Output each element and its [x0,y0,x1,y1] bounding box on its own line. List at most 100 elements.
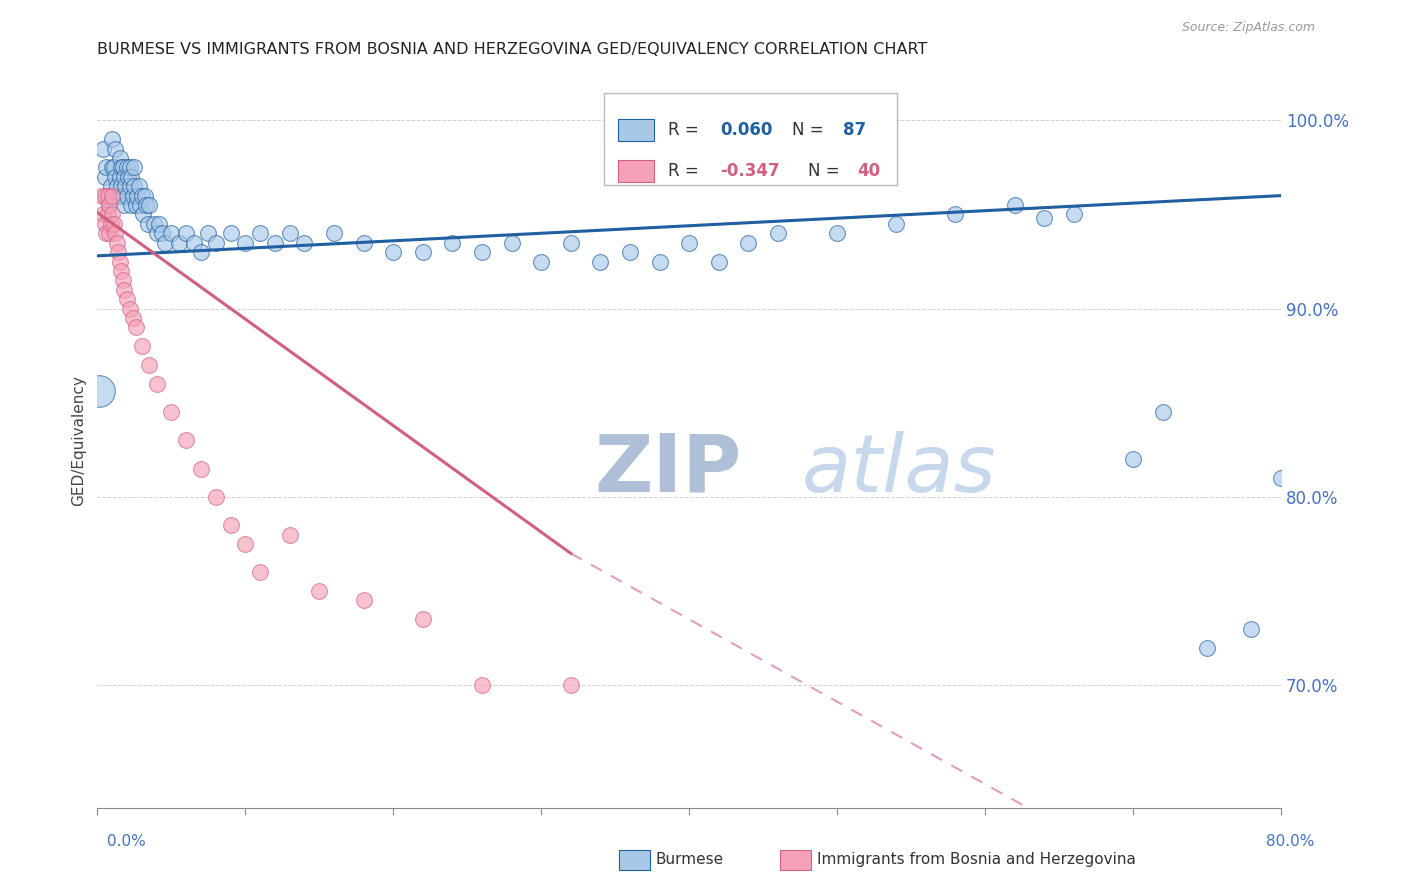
Point [1063,207,1085,221]
Point [264,235,287,250]
Point [190,461,212,475]
Point [94,169,117,184]
Point [131,339,153,353]
Point [96,227,118,241]
FancyBboxPatch shape [619,119,654,141]
Point [945,207,967,221]
FancyBboxPatch shape [619,160,654,182]
Text: BURMESE VS IMMIGRANTS FROM BOSNIA AND HERZEGOVINA GED/EQUIVALENCY CORRELATION CH: BURMESE VS IMMIGRANTS FROM BOSNIA AND HE… [97,42,928,57]
Point [112,198,135,212]
Point [190,245,212,260]
Point [707,254,730,268]
Point [110,264,132,278]
Point [589,254,612,268]
Point [101,188,124,202]
Point [382,245,405,260]
Point [127,188,149,202]
Point [110,161,132,175]
Point [105,235,128,250]
Point [103,217,125,231]
Point [121,188,143,202]
Point [128,179,150,194]
Point [825,227,848,241]
Point [1240,622,1263,636]
Text: R =: R = [668,162,704,180]
Point [148,217,170,231]
Point [125,320,148,334]
Point [138,358,160,372]
Point [91,207,114,221]
Point [112,169,135,184]
Point [884,217,907,231]
Point [96,161,118,175]
Text: 0.0%: 0.0% [107,834,146,848]
Text: R =: R = [668,120,704,139]
Point [678,235,700,250]
Text: N =: N = [807,162,845,180]
Point [104,169,127,184]
Point [125,198,148,212]
Point [766,227,789,241]
Point [1152,405,1174,419]
Point [107,245,129,260]
Point [131,188,153,202]
Point [120,198,142,212]
Point [136,217,159,231]
Point [135,198,157,212]
Point [111,273,134,287]
Point [145,227,167,241]
Text: ZIP: ZIP [595,431,742,508]
Point [204,235,226,250]
Point [103,161,125,175]
Point [441,235,464,250]
Text: 0.060: 0.060 [720,120,772,139]
Point [160,405,183,419]
Point [160,227,183,241]
Text: N =: N = [792,120,830,139]
Point [737,235,759,250]
Text: 80.0%: 80.0% [1267,834,1315,848]
Point [124,179,146,194]
Point [98,198,121,212]
Point [412,612,434,626]
Point [87,384,110,399]
Point [233,235,256,250]
Point [233,537,256,551]
Point [115,188,138,202]
Point [167,235,190,250]
Text: 87: 87 [844,120,866,139]
Point [134,188,156,202]
Point [174,227,197,241]
Point [107,188,129,202]
Point [138,198,160,212]
Point [100,179,122,194]
Point [308,584,330,599]
Point [129,198,152,212]
Point [560,235,582,250]
Point [142,217,165,231]
Point [104,142,127,156]
Y-axis label: GED/Equivalency: GED/Equivalency [72,375,86,506]
Point [115,161,138,175]
Point [183,235,205,250]
Point [111,188,134,202]
Point [278,227,301,241]
Point [124,161,146,175]
Point [101,161,124,175]
Point [108,254,131,268]
Point [91,142,114,156]
Point [98,227,121,241]
Point [219,227,242,241]
Point [530,254,553,268]
Point [501,235,523,250]
Point [110,179,132,194]
Point [1195,640,1218,655]
Point [132,207,155,221]
Point [94,217,117,231]
Point [121,311,143,326]
Point [104,227,127,241]
Point [101,132,124,146]
Point [204,490,226,504]
Point [145,376,167,391]
Point [94,188,117,202]
